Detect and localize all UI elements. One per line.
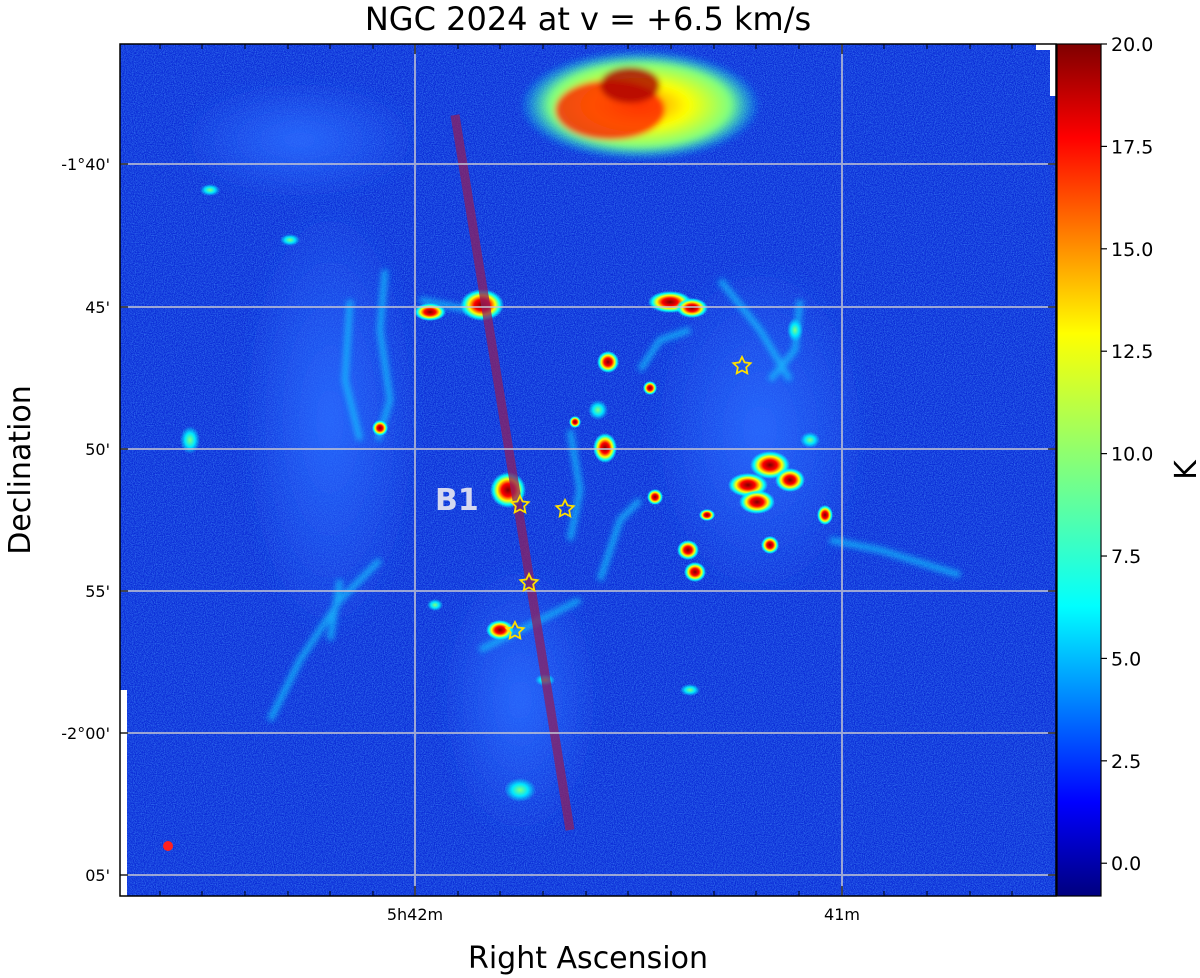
intensity-map bbox=[120, 44, 1056, 896]
plot-frame bbox=[119, 43, 1057, 897]
ra-axis: 5h42m 41m bbox=[159, 44, 1013, 924]
figure-title: NGC 2024 at v = +6.5 km/s bbox=[365, 0, 811, 38]
colorbar-tick-label: 0.0 bbox=[1111, 853, 1141, 875]
colorbar-tick-label: 20.0 bbox=[1111, 34, 1153, 56]
source-label-b1: B1 bbox=[435, 483, 479, 518]
map-edge-blank-top-right bbox=[1036, 44, 1056, 96]
colorbar-tick-label: 15.0 bbox=[1111, 239, 1153, 261]
ra-tick-label: 5h42m bbox=[387, 905, 443, 924]
map-edge-blank bbox=[120, 690, 127, 896]
dec-tick-label: 45' bbox=[85, 298, 110, 317]
position-velocity-cut bbox=[450, 114, 575, 831]
star-icon bbox=[518, 571, 540, 592]
y-axis-title: Declination bbox=[3, 385, 38, 555]
dec-tick-label: -2°00' bbox=[61, 724, 110, 743]
star-icon bbox=[554, 497, 576, 518]
stars bbox=[504, 354, 753, 640]
ra-tick-label: 41m bbox=[824, 905, 860, 924]
dec-tick-label: 05' bbox=[85, 866, 110, 885]
colorbar-tick-label: 17.5 bbox=[1111, 136, 1153, 158]
beam-marker bbox=[163, 841, 173, 851]
colorbar: 20.0 17.5 15.0 12.5 10.0 7.5 5.0 2.5 0.0 K bbox=[1056, 34, 1200, 897]
colorbar-tick-label: 7.5 bbox=[1111, 546, 1141, 568]
colorbar-tick-label: 10.0 bbox=[1111, 444, 1153, 466]
colorbar-tick-label: 5.0 bbox=[1111, 648, 1141, 670]
dec-axis: -1°40' 45' 50' 55' -2°00' 05' bbox=[61, 155, 1056, 885]
star-icon bbox=[504, 619, 526, 640]
colorbar-tick-label: 12.5 bbox=[1111, 341, 1153, 363]
bright-nebula bbox=[520, 50, 760, 160]
colorbar-label: K bbox=[1169, 459, 1200, 480]
dec-tick-label: 55' bbox=[85, 582, 110, 601]
colorbar-gradient bbox=[1056, 43, 1102, 897]
dec-tick-label: 50' bbox=[85, 440, 110, 459]
x-axis-title: Right Ascension bbox=[468, 941, 708, 976]
star-icon bbox=[509, 493, 531, 514]
coordinate-grid bbox=[120, 44, 1056, 896]
star-icon bbox=[731, 354, 753, 375]
colorbar-ticks: 20.0 17.5 15.0 12.5 10.0 7.5 5.0 2.5 0.0 bbox=[1101, 34, 1153, 875]
dec-tick-label: -1°40' bbox=[61, 155, 110, 174]
colorbar-tick-label: 2.5 bbox=[1111, 751, 1141, 773]
